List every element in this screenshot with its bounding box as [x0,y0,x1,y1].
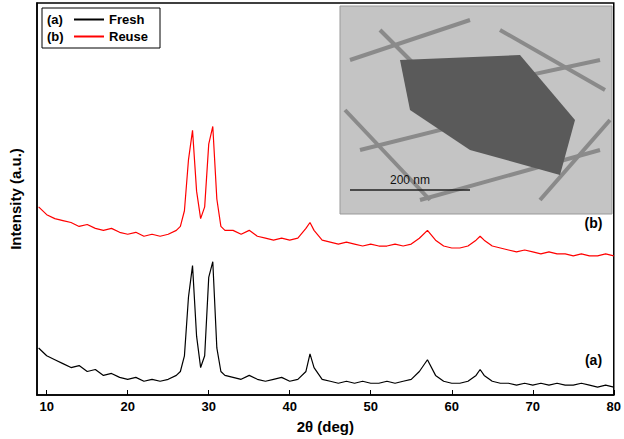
svg-text:70: 70 [526,399,540,414]
svg-text:2θ (deg): 2θ (deg) [297,418,354,435]
svg-text:(a): (a) [585,352,602,368]
svg-text:10: 10 [39,399,53,414]
svg-text:20: 20 [120,399,134,414]
svg-text:80: 80 [607,399,621,414]
svg-text:Fresh: Fresh [109,12,144,27]
svg-text:Intensity (a.u.): Intensity (a.u.) [7,148,24,250]
svg-text:30: 30 [202,399,216,414]
svg-text:(b): (b) [47,29,64,44]
svg-text:40: 40 [283,399,297,414]
svg-text:(b): (b) [585,215,603,231]
svg-text:50: 50 [364,399,378,414]
svg-text:Reuse: Reuse [109,29,148,44]
svg-text:60: 60 [445,399,459,414]
svg-text:(a): (a) [47,12,63,27]
svg-text:200 nm: 200 nm [390,173,430,187]
